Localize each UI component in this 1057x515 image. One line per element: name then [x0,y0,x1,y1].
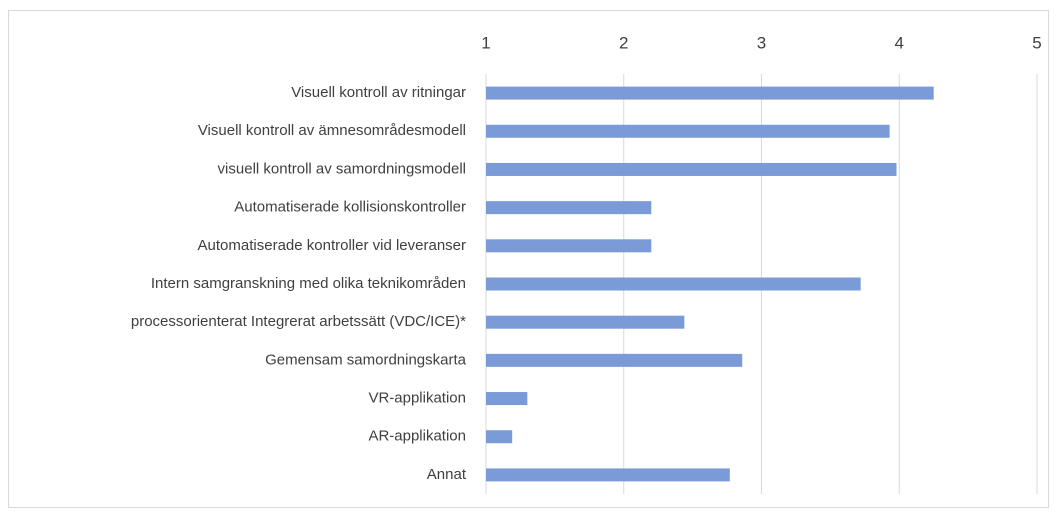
x-tick-label: 4 [895,33,904,52]
y-tick-label: Visuell kontroll av ämnesområdesmodell [198,122,466,139]
y-tick-label: Intern samgranskning med olika teknikomr… [151,275,466,292]
y-tick-label: Automatiserade kontroller vid leveranser [198,237,466,254]
x-tick-label: 2 [619,33,628,52]
x-tick-label: 1 [481,33,490,52]
y-tick-label: AR-applikation [368,428,466,445]
y-tick-label: visuell kontroll av samordningsmodell [218,160,466,177]
y-tick-label: processorienterat Integrerat arbetssätt … [131,313,466,330]
x-tick-label: 3 [757,33,766,52]
y-tick-label: VR-applikation [368,390,466,407]
bar [486,353,743,367]
bar [486,430,513,444]
bar [486,201,652,215]
bar [486,392,528,406]
y-tick-label: Gemensam samordningskarta [265,351,467,368]
bar [486,86,934,100]
bar [486,239,652,253]
bar [486,315,685,329]
x-tick-label: 5 [1032,33,1041,52]
bar [486,277,861,291]
bar [486,468,730,482]
bar [486,124,890,138]
bar [486,162,897,176]
y-tick-label: Automatiserade kollisionskontroller [234,199,466,216]
y-tick-label: Visuell kontroll av ritningar [291,84,466,101]
chart-frame [8,10,1049,508]
y-tick-label: Annat [427,466,467,483]
